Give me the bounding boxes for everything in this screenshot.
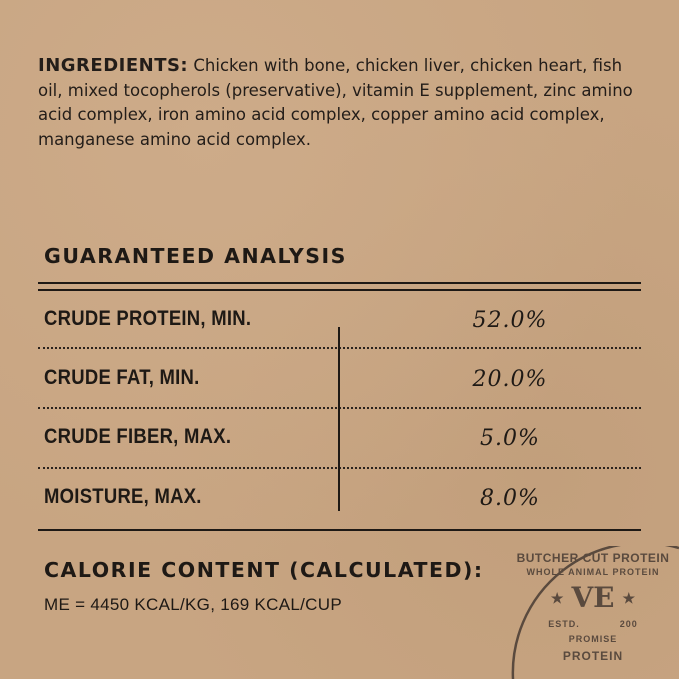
brand-seal-logo: BUTCHER CUT PROTEIN WHOLE ANIMAL PROTEIN… [507,546,679,679]
seal-inner-text: WHOLE ANIMAL PROTEIN [526,567,660,577]
star-icon: ★ [550,590,564,606]
ingredients-paragraph: INGREDIENTS: Chicken with bone, chicken … [38,54,638,152]
dotted-divider [38,407,641,409]
calorie-heading: CALORIE CONTENT (CALCULATED): [44,558,484,582]
analysis-value: 5.0% [480,426,540,451]
analysis-heading: GUARANTEED ANALYSIS [44,244,347,268]
divider [38,289,641,291]
analysis-label: CRUDE PROTEIN, MIN. [44,307,252,330]
ingredients-text: Chicken with bone, chicken liver, chicke… [38,56,633,149]
star-icon: ★ [622,590,636,606]
dotted-divider [38,467,641,469]
analysis-value: 52.0% [472,308,548,333]
dotted-divider [38,347,641,349]
seal-outer-text: BUTCHER CUT PROTEIN [516,551,670,565]
analysis-label: MOISTURE, MAX. [44,485,202,508]
seal-promise: PROMISE [568,634,618,644]
seal-estd: ESTD. [548,619,580,629]
seal-year: 200 [619,619,638,629]
ingredients-heading: INGREDIENTS: [38,55,189,76]
analysis-value: 8.0% [480,486,540,511]
seal-ring [511,546,679,679]
column-divider [338,327,340,511]
calorie-text: ME = 4450 KCAL/KG, 169 KCAL/CUP [44,595,342,614]
analysis-value: 20.0% [472,367,548,392]
analysis-label: CRUDE FAT, MIN. [44,366,200,389]
analysis-label: CRUDE FIBER, MAX. [44,425,232,448]
seal-right-text: PROTEIN [562,649,624,663]
divider [38,282,641,284]
divider [38,529,641,531]
seal-monogram: VE [571,581,615,614]
